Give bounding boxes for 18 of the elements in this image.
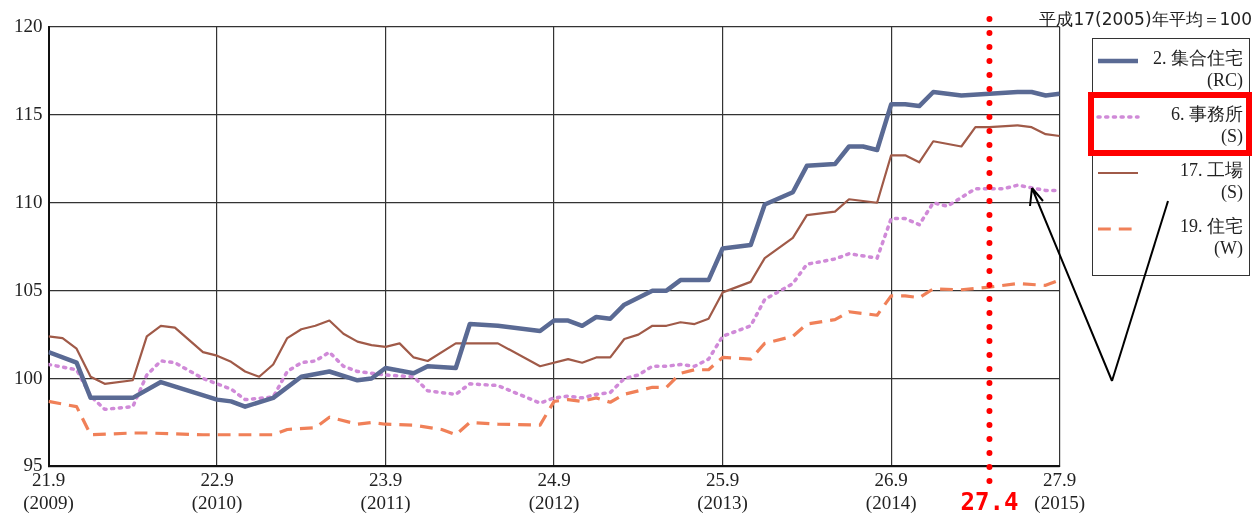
x-tick-label: 27.9 (2015) [1034, 468, 1085, 514]
x-tick-label: 25.9 (2013) [697, 468, 748, 514]
line-series [48, 183, 1060, 412]
x-tick-label: 23.9 (2011) [360, 468, 411, 514]
legend-label: 17. 工場 (S) [1179, 159, 1243, 203]
ref-line-label: 27.4 [960, 488, 1019, 517]
x-tick-label: 22.9 (2010) [191, 468, 243, 514]
y-tick-label: 100 [14, 366, 43, 388]
x-tick-label: 24.9 (2012) [528, 468, 580, 514]
y-tick-label: 120 [14, 14, 43, 36]
legend-label: 2. 集合住宅 (RC) [1152, 47, 1243, 91]
y-tick-label: 110 [14, 190, 43, 212]
y-tick-label: 105 [14, 278, 43, 300]
legend-label: 6. 事務所 (S) [1170, 103, 1243, 147]
x-tick-label: 26.9 (2014) [865, 468, 917, 514]
annotation: 平成17(2005)年平均＝100 [1039, 8, 1252, 31]
y-tick-label: 115 [14, 102, 43, 124]
legend-label: 19. 住宅 (W) [1179, 215, 1243, 259]
